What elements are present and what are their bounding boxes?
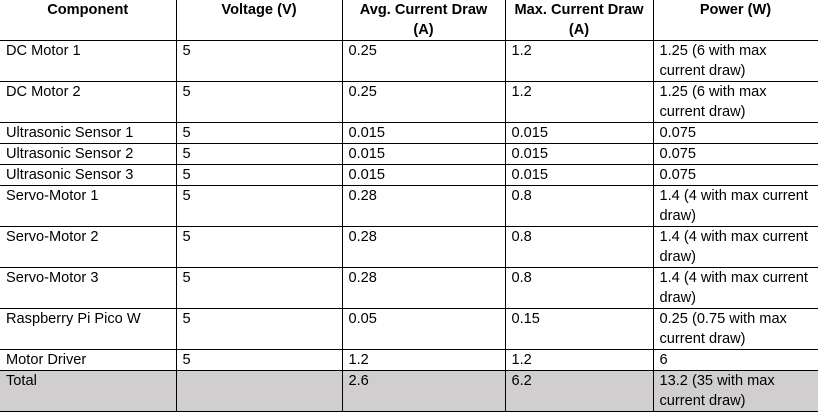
cell-power: 0.075 bbox=[652, 122, 818, 144]
cell-voltage: 5 bbox=[175, 164, 343, 186]
table-row: Servo-Motor 3 5 0.28 0.8 1.4 (4 with max… bbox=[0, 267, 818, 309]
total-label: Total bbox=[0, 370, 177, 412]
cell-power: 0.25 (0.75 with max current draw) bbox=[652, 308, 818, 350]
cell-max-current: 0.015 bbox=[504, 143, 654, 165]
cell-voltage: 5 bbox=[175, 308, 343, 350]
cell-voltage: 5 bbox=[175, 40, 343, 82]
total-voltage bbox=[175, 370, 343, 412]
cell-component: Ultrasonic Sensor 1 bbox=[0, 122, 177, 144]
cell-component: DC Motor 2 bbox=[0, 81, 177, 123]
cell-component: Servo-Motor 3 bbox=[0, 267, 177, 309]
table-row: Motor Driver 5 1.2 1.2 6 bbox=[0, 349, 818, 371]
header-component: Component bbox=[0, 0, 177, 41]
header-max-current: Max. Current Draw (A) bbox=[504, 0, 654, 41]
cell-avg-current: 0.25 bbox=[341, 81, 506, 123]
cell-avg-current: 0.28 bbox=[341, 226, 506, 268]
cell-power: 1.4 (4 with max current draw) bbox=[652, 267, 818, 309]
cell-avg-current: 0.05 bbox=[341, 308, 506, 350]
cell-component: Raspberry Pi Pico W bbox=[0, 308, 177, 350]
table-row: Ultrasonic Sensor 2 5 0.015 0.015 0.075 bbox=[0, 143, 818, 165]
cell-power: 0.075 bbox=[652, 143, 818, 165]
cell-max-current: 0.8 bbox=[504, 185, 654, 227]
cell-avg-current: 1.2 bbox=[341, 349, 506, 371]
cell-avg-current: 0.25 bbox=[341, 40, 506, 82]
cell-voltage: 5 bbox=[175, 226, 343, 268]
cell-max-current: 1.2 bbox=[504, 349, 654, 371]
cell-max-current: 0.15 bbox=[504, 308, 654, 350]
cell-voltage: 5 bbox=[175, 143, 343, 165]
cell-max-current: 0.8 bbox=[504, 267, 654, 309]
cell-voltage: 5 bbox=[175, 185, 343, 227]
table-row: Servo-Motor 1 5 0.28 0.8 1.4 (4 with max… bbox=[0, 185, 818, 227]
total-max-current: 6.2 bbox=[504, 370, 654, 412]
cell-power: 1.4 (4 with max current draw) bbox=[652, 226, 818, 268]
total-row: Total 2.6 6.2 13.2 (35 with max current … bbox=[0, 370, 818, 412]
cell-power: 6 bbox=[652, 349, 818, 371]
table-row: Ultrasonic Sensor 3 5 0.015 0.015 0.075 bbox=[0, 164, 818, 186]
cell-voltage: 5 bbox=[175, 81, 343, 123]
cell-max-current: 0.015 bbox=[504, 122, 654, 144]
cell-avg-current: 0.28 bbox=[341, 185, 506, 227]
cell-avg-current: 0.015 bbox=[341, 143, 506, 165]
cell-max-current: 1.2 bbox=[504, 81, 654, 123]
cell-component: Motor Driver bbox=[0, 349, 177, 371]
cell-component: Ultrasonic Sensor 2 bbox=[0, 143, 177, 165]
cell-avg-current: 0.015 bbox=[341, 164, 506, 186]
cell-component: Servo-Motor 1 bbox=[0, 185, 177, 227]
cell-voltage: 5 bbox=[175, 122, 343, 144]
cell-voltage: 5 bbox=[175, 349, 343, 371]
cell-component: Servo-Motor 2 bbox=[0, 226, 177, 268]
table-row: Servo-Motor 2 5 0.28 0.8 1.4 (4 with max… bbox=[0, 226, 818, 268]
cell-max-current: 0.8 bbox=[504, 226, 654, 268]
cell-component: Ultrasonic Sensor 3 bbox=[0, 164, 177, 186]
cell-component: DC Motor 1 bbox=[0, 40, 177, 82]
header-power: Power (W) bbox=[652, 0, 818, 41]
header-voltage: Voltage (V) bbox=[175, 0, 343, 41]
cell-max-current: 0.015 bbox=[504, 164, 654, 186]
header-row: Component Voltage (V) Avg. Current Draw … bbox=[0, 0, 818, 41]
table-row: Ultrasonic Sensor 1 5 0.015 0.015 0.075 bbox=[0, 122, 818, 144]
cell-avg-current: 0.015 bbox=[341, 122, 506, 144]
total-avg-current: 2.6 bbox=[341, 370, 506, 412]
table-row: DC Motor 2 5 0.25 1.2 1.25 (6 with max c… bbox=[0, 81, 818, 123]
cell-max-current: 1.2 bbox=[504, 40, 654, 82]
header-avg-current: Avg. Current Draw (A) bbox=[341, 0, 506, 41]
table-row: DC Motor 1 5 0.25 1.2 1.25 (6 with max c… bbox=[0, 40, 818, 82]
total-power: 13.2 (35 with max current draw) bbox=[652, 370, 818, 412]
table-row: Raspberry Pi Pico W 5 0.05 0.15 0.25 (0.… bbox=[0, 308, 818, 350]
cell-power: 0.075 bbox=[652, 164, 818, 186]
cell-avg-current: 0.28 bbox=[341, 267, 506, 309]
cell-power: 1.25 (6 with max current draw) bbox=[652, 40, 818, 82]
cell-power: 1.4 (4 with max current draw) bbox=[652, 185, 818, 227]
cell-voltage: 5 bbox=[175, 267, 343, 309]
cell-power: 1.25 (6 with max current draw) bbox=[652, 81, 818, 123]
